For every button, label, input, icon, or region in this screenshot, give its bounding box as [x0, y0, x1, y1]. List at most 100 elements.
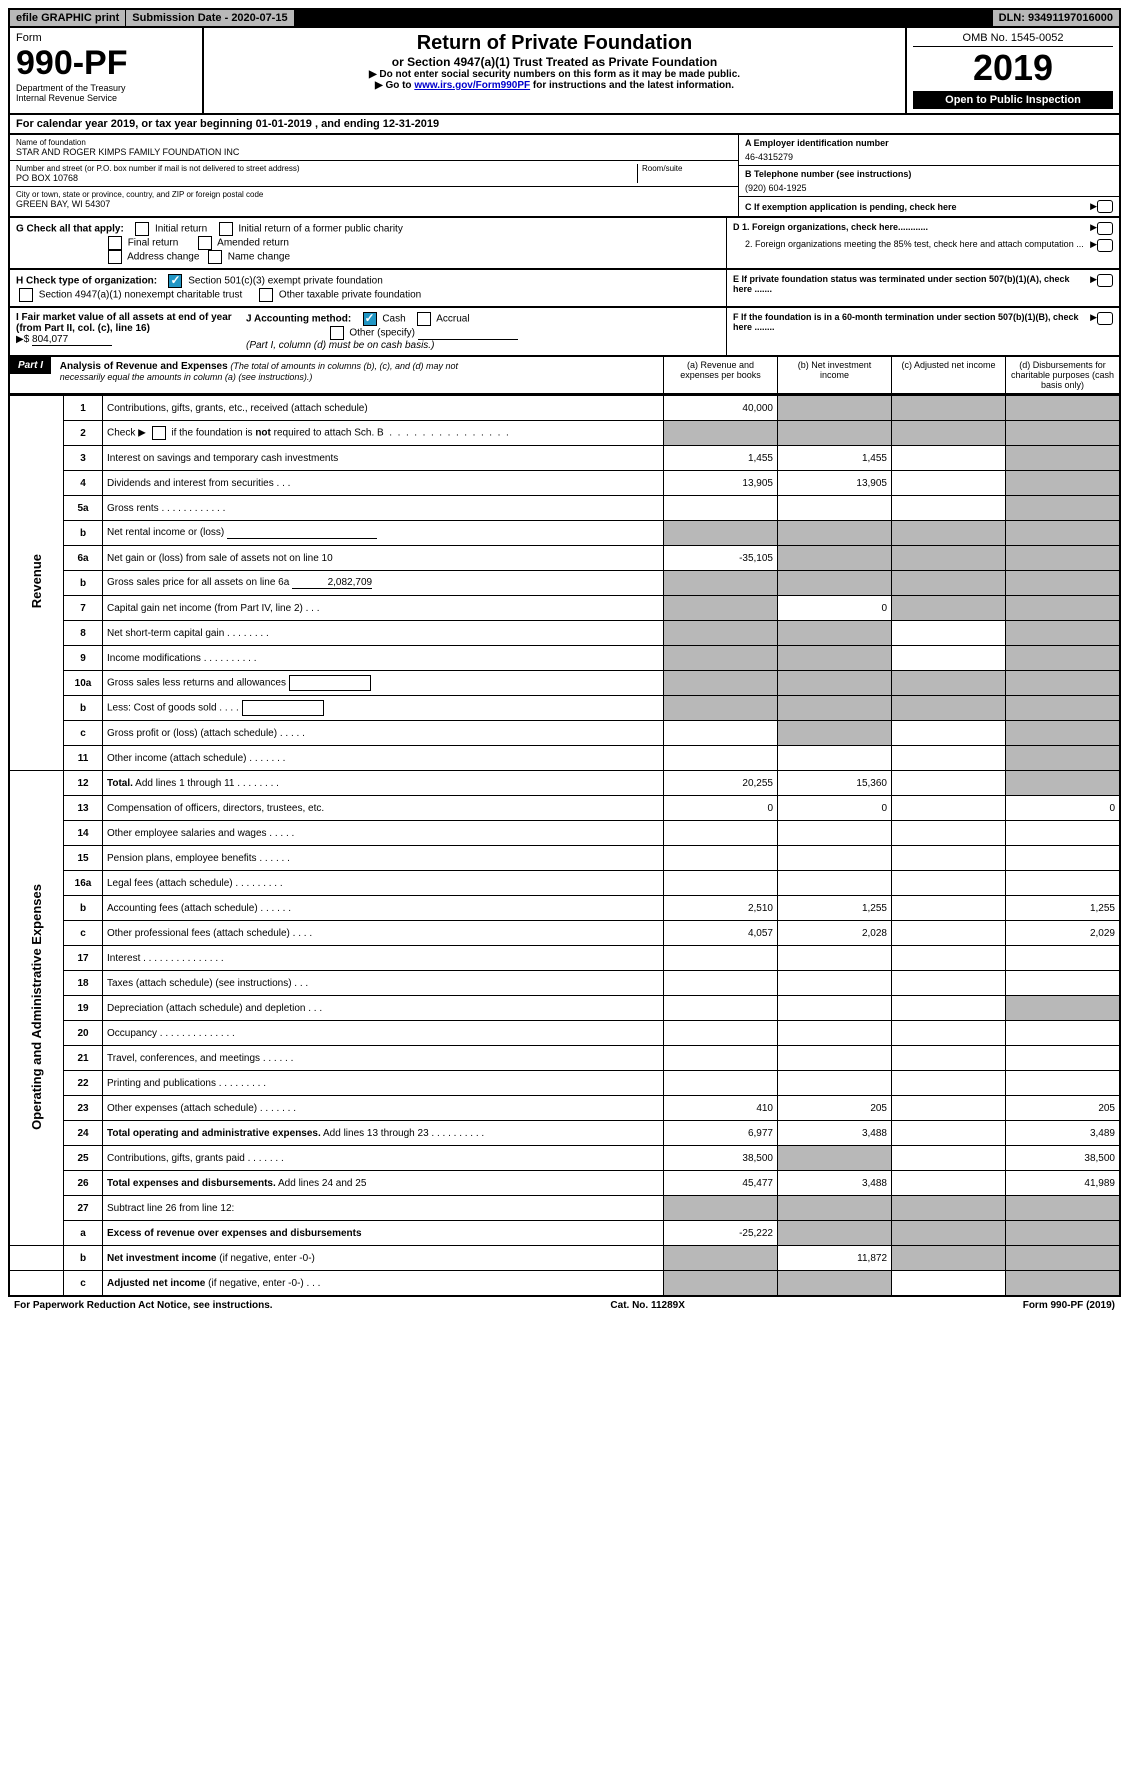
table-row: 7Capital gain net income (from Part IV, … — [9, 596, 1120, 621]
omb: OMB No. 1545-0052 — [913, 32, 1113, 47]
exemption-cell: C If exemption application is pending, c… — [739, 197, 1119, 216]
cash-label: Cash — [382, 314, 405, 325]
arrow-icon: ▶ — [1090, 222, 1097, 235]
d1-label: D 1. Foreign organizations, check here..… — [733, 222, 1090, 235]
e-checkbox[interactable] — [1097, 274, 1113, 287]
other-tax-checkbox[interactable] — [259, 288, 273, 302]
footer-center: Cat. No. 11289X — [610, 1300, 684, 1311]
table-row: 17Interest . . . . . . . . . . . . . . . — [9, 946, 1120, 971]
cash-checkbox[interactable] — [363, 312, 377, 326]
table-row: cGross profit or (loss) (attach schedule… — [9, 721, 1120, 746]
table-row: aExcess of revenue over expenses and dis… — [9, 1221, 1120, 1246]
form-number: 990-PF — [16, 44, 196, 83]
arrow-icon: ▶ — [1090, 239, 1097, 252]
addr-cell: Number and street (or P.O. box number if… — [10, 161, 738, 187]
table-row: 23Other expenses (attach schedule) . . .… — [9, 1096, 1120, 1121]
initial-checkbox[interactable] — [135, 222, 149, 236]
table-row: 18Taxes (attach schedule) (see instructi… — [9, 971, 1120, 996]
instr2-post: for instructions and the latest informat… — [530, 80, 734, 91]
revenue-label: Revenue — [29, 554, 44, 608]
table-row: 8Net short-term capital gain . . . . . .… — [9, 621, 1120, 646]
foundation-name: STAR AND ROGER KIMPS FAMILY FOUNDATION I… — [16, 147, 732, 157]
room-label: Room/suite — [642, 164, 732, 173]
table-row: 16aLegal fees (attach schedule) . . . . … — [9, 871, 1120, 896]
table-row: 19Depreciation (attach schedule) and dep… — [9, 996, 1120, 1021]
ein: 46-4315279 — [745, 148, 1113, 162]
ein-cell: A Employer identification number 46-4315… — [739, 135, 1119, 166]
irs: Internal Revenue Service — [16, 93, 196, 103]
section-e: E If private foundation status was termi… — [726, 270, 1119, 306]
header-center: Return of Private Foundation or Section … — [204, 28, 907, 113]
i-label: I Fair market value of all assets at end… — [16, 312, 232, 334]
form-subtitle: or Section 4947(a)(1) Trust Treated as P… — [210, 55, 899, 69]
col-c-header: (c) Adjusted net income — [891, 357, 1005, 393]
section-g: G Check all that apply: Initial return I… — [8, 218, 1121, 270]
table-row: 10aGross sales less returns and allowanc… — [9, 671, 1120, 696]
501c3-checkbox[interactable] — [168, 274, 182, 288]
table-row: 21Travel, conferences, and meetings . . … — [9, 1046, 1120, 1071]
header-right: OMB No. 1545-0052 2019 Open to Public In… — [907, 28, 1119, 113]
top-spacer — [295, 10, 993, 26]
table-row: 26Total expenses and disbursements. Add … — [9, 1171, 1120, 1196]
other-method-checkbox[interactable] — [330, 326, 344, 340]
footer-left: For Paperwork Reduction Act Notice, see … — [14, 1300, 273, 1311]
footer-right: Form 990-PF (2019) — [1023, 1300, 1115, 1311]
table-row: cAdjusted net income (if negative, enter… — [9, 1271, 1120, 1297]
4947-checkbox[interactable] — [19, 288, 33, 302]
table-row: 14Other employee salaries and wages . . … — [9, 821, 1120, 846]
final-checkbox[interactable] — [108, 236, 122, 250]
info-grid: Name of foundation STAR AND ROGER KIMPS … — [8, 135, 1121, 218]
table-row: 13Compensation of officers, directors, t… — [9, 796, 1120, 821]
f-label: F If the foundation is in a 60-month ter… — [733, 312, 1090, 332]
part1-title: Analysis of Revenue and Expenses — [60, 361, 228, 372]
col-a-header: (a) Revenue and expenses per books — [663, 357, 777, 393]
table-row: 5aGross rents . . . . . . . . . . . . — [9, 496, 1120, 521]
form-header: Form 990-PF Department of the Treasury I… — [8, 28, 1121, 115]
table-row: Revenue 1Contributions, gifts, grants, e… — [9, 396, 1120, 421]
table-row: 3Interest on savings and temporary cash … — [9, 446, 1120, 471]
calendar-year: For calendar year 2019, or tax year begi… — [8, 115, 1121, 135]
table-row: 24Total operating and administrative exp… — [9, 1121, 1120, 1146]
table-row: bAccounting fees (attach schedule) . . .… — [9, 896, 1120, 921]
addr-change-checkbox[interactable] — [108, 250, 122, 264]
form-title: Return of Private Foundation — [210, 32, 899, 55]
part1-header-row: Part I Analysis of Revenue and Expenses … — [8, 357, 1121, 395]
initial-former-label: Initial return of a former public charit… — [238, 224, 403, 235]
info-right: A Employer identification number 46-4315… — [738, 135, 1119, 216]
j-label: J Accounting method: — [246, 314, 351, 325]
addr-change-label: Address change — [127, 252, 199, 263]
phone-label: B Telephone number (see instructions) — [745, 169, 1113, 179]
section-d: D 1. Foreign organizations, check here..… — [726, 218, 1119, 268]
d2-checkbox[interactable] — [1097, 239, 1113, 252]
schb-checkbox[interactable] — [152, 426, 166, 440]
table-row: bGross sales price for all assets on lin… — [9, 571, 1120, 596]
f-checkbox[interactable] — [1097, 312, 1113, 325]
table-row: 2Check ▶ if the foundation is not requir… — [9, 421, 1120, 446]
form-link[interactable]: www.irs.gov/Form990PF — [414, 80, 530, 91]
initial-former-checkbox[interactable] — [219, 222, 233, 236]
c-checkbox[interactable] — [1097, 200, 1113, 213]
col-b-header: (b) Net investment income — [777, 357, 891, 393]
arrow-icon: ▶ — [1090, 312, 1097, 332]
name-cell: Name of foundation STAR AND ROGER KIMPS … — [10, 135, 738, 161]
table-row: 9Income modifications . . . . . . . . . … — [9, 646, 1120, 671]
table-row: Operating and Administrative Expenses 12… — [9, 771, 1120, 796]
form-label: Form — [16, 32, 196, 44]
amended-checkbox[interactable] — [198, 236, 212, 250]
other-method-label: Other (specify) — [349, 328, 415, 339]
dept: Department of the Treasury — [16, 83, 196, 93]
accrual-checkbox[interactable] — [417, 312, 431, 326]
c-label: C If exemption application is pending, c… — [745, 202, 1090, 212]
address: PO BOX 10768 — [16, 173, 637, 183]
i-value: 804,077 — [32, 334, 112, 346]
table-row: 11Other income (attach schedule) . . . .… — [9, 746, 1120, 771]
table-row: bNet rental income or (loss) — [9, 521, 1120, 546]
d1-checkbox[interactable] — [1097, 222, 1113, 235]
table-row: 6aNet gain or (loss) from sale of assets… — [9, 546, 1120, 571]
other-specify-line — [418, 328, 518, 340]
table-row: bLess: Cost of goods sold . . . . — [9, 696, 1120, 721]
name-change-checkbox[interactable] — [208, 250, 222, 264]
h-label: H Check type of organization: — [16, 276, 157, 287]
table-row: 27Subtract line 26 from line 12: — [9, 1196, 1120, 1221]
table-row: bNet investment income (if negative, ent… — [9, 1246, 1120, 1271]
